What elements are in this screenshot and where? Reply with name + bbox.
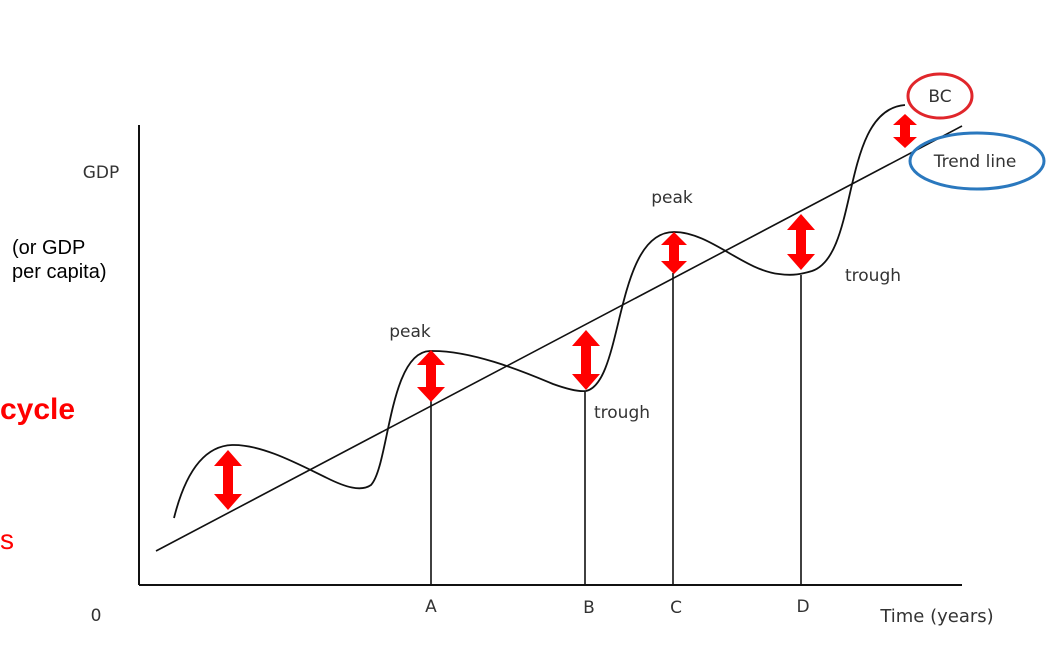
x-tick-label: A [425, 597, 437, 617]
double-arrow-icon [572, 330, 600, 390]
x-tick-label: C [670, 598, 682, 618]
double-arrow-icon [893, 114, 917, 148]
double-arrow-icon [661, 232, 687, 274]
bc-label: BC [928, 87, 951, 107]
trend-line [155, 125, 963, 552]
x-axis-label: Time (years) [879, 606, 993, 627]
trough-label: trough [845, 266, 901, 286]
trend-line-circle [908, 131, 1046, 191]
y-axis-note-line2: per capita) [12, 261, 107, 283]
double-arrow-icon [787, 214, 815, 270]
y-axis-label: GDP [83, 163, 120, 183]
trough-label: trough [594, 403, 650, 423]
bc-circle [906, 72, 974, 120]
y-axis-note-line1: (or GDP [12, 237, 86, 259]
x-tick-label: B [583, 598, 595, 618]
deviation-arrows [214, 114, 917, 510]
origin-label: 0 [91, 606, 102, 626]
peak-label: peak [651, 188, 693, 208]
business-cycle-curve [173, 104, 906, 519]
y-axis-note: (or GDP per capita) [12, 236, 107, 284]
trend-line-label: Trend line [933, 152, 1017, 172]
peak-label: peak [389, 322, 431, 342]
double-arrow-icon [214, 450, 242, 510]
cycle-heading-fragment: cycle [0, 393, 76, 426]
x-tick-label: D [796, 597, 809, 617]
text-fragment: s [0, 524, 14, 555]
double-arrow-icon [417, 350, 445, 402]
